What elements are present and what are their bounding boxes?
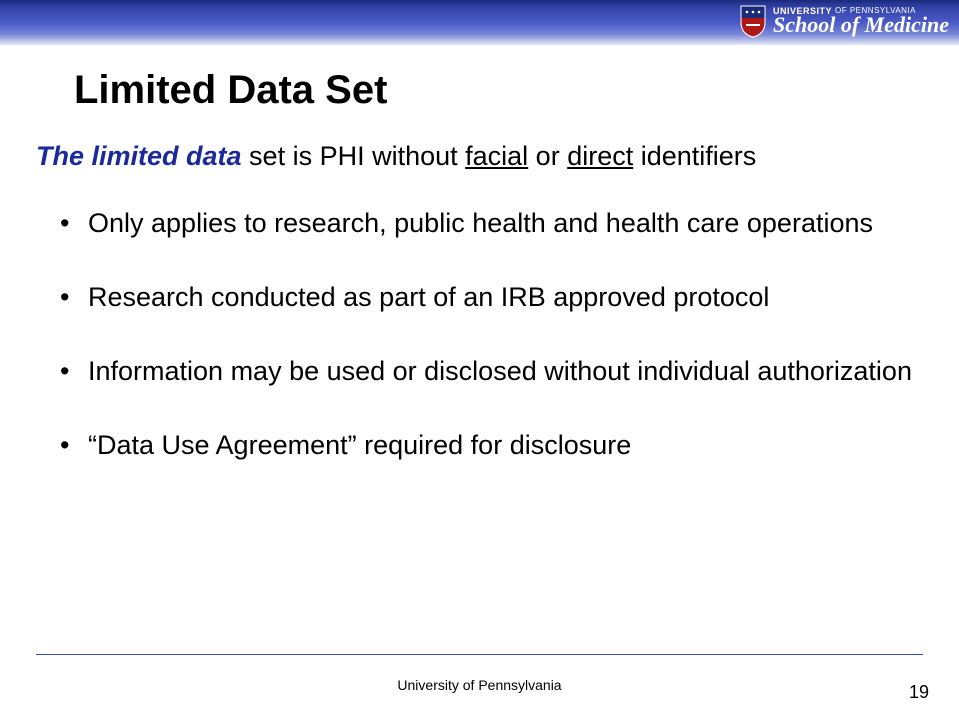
logo-school-line: School of Medicine <box>773 15 949 35</box>
page-number: 19 <box>909 682 929 703</box>
slide-title: Limited Data Set <box>74 68 959 113</box>
slide-subtitle: The limited data set is PHI without faci… <box>36 141 959 172</box>
logo-text: UNIVERSITY OF PENNSYLVANIA School of Med… <box>773 7 949 35</box>
bullet-item: Only applies to research, public health … <box>60 208 959 240</box>
shield-icon <box>739 4 767 38</box>
header-logo: UNIVERSITY OF PENNSYLVANIA School of Med… <box>739 4 949 38</box>
footer-text: University of Pennsylvania <box>0 677 959 693</box>
subtitle-frag-1: set is PHI without <box>242 141 466 171</box>
subtitle-frag-2: identifiers <box>633 141 756 171</box>
subtitle-underline-1: facial <box>465 141 528 171</box>
bullet-item: Information may be used or disclosed wit… <box>60 356 959 388</box>
header-bar: UNIVERSITY OF PENNSYLVANIA School of Med… <box>0 0 959 46</box>
bullet-list: Only applies to research, public health … <box>60 208 959 461</box>
bullet-item: “Data Use Agreement” required for disclo… <box>60 430 959 462</box>
footer-rule <box>36 654 923 655</box>
subtitle-frag-mid: or <box>528 141 567 171</box>
bullet-item: Research conducted as part of an IRB app… <box>60 282 959 314</box>
subtitle-emphasis: The limited data <box>36 141 242 171</box>
subtitle-underline-2: direct <box>567 141 633 171</box>
